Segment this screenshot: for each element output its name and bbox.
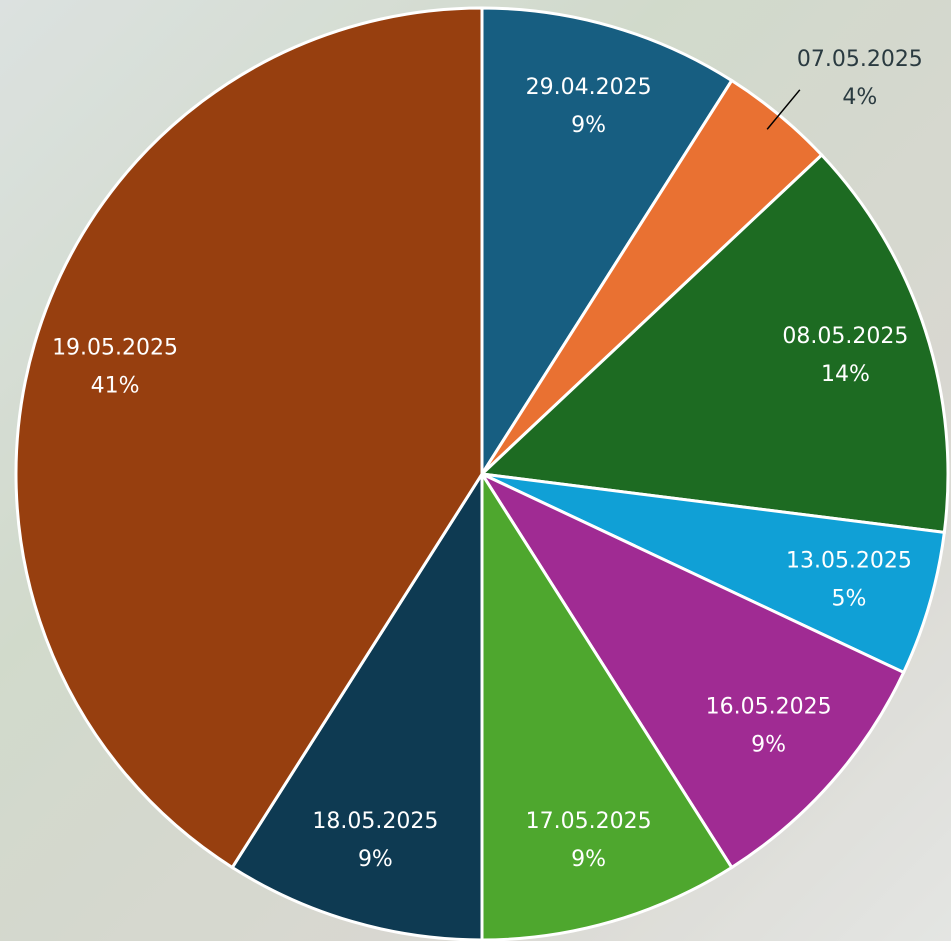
data-label-value: 9%: [571, 847, 606, 872]
data-label-value: 9%: [751, 733, 786, 758]
data-label-value: 41%: [91, 373, 140, 398]
data-label-category: 18.05.2025: [312, 809, 438, 834]
data-label-category: 16.05.2025: [706, 695, 832, 720]
data-label-category: 19.05.2025: [52, 335, 178, 360]
data-label-category: 07.05.2025: [797, 47, 923, 72]
chart: 29.04.2025 9% 07.05.2025 4% 08.05.2025 14% 13.…: [0, 0, 951, 941]
data-label-value: 5%: [831, 587, 866, 612]
data-label-category: 29.04.2025: [526, 75, 652, 100]
data-label-category: 08.05.2025: [782, 324, 908, 349]
data-label-category: 13.05.2025: [786, 549, 912, 574]
data-label-value: 14%: [821, 362, 870, 387]
data-label-value: 4%: [842, 85, 877, 110]
page: 29.04.2025 9% 07.05.2025 4% 08.05.2025 14% 13.…: [0, 0, 951, 941]
data-label-value: 9%: [358, 847, 393, 872]
data-label-value: 9%: [571, 113, 606, 138]
data-label-category: 17.05.2025: [526, 809, 652, 834]
